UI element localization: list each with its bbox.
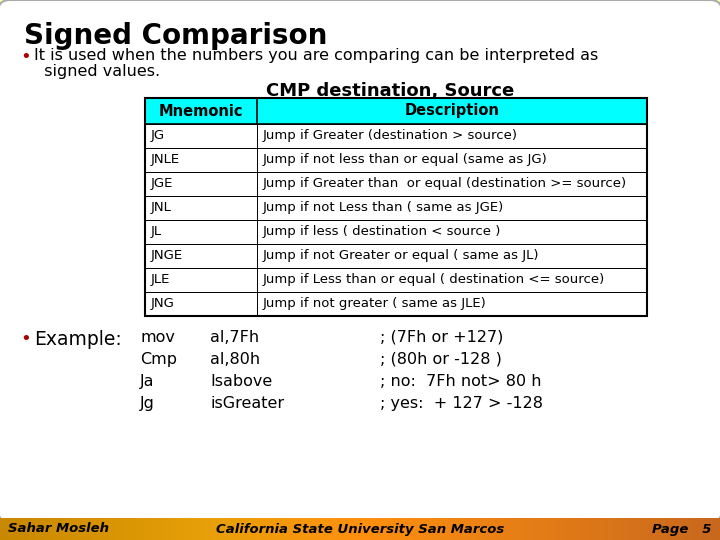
- Bar: [145, 148, 647, 172]
- Text: It is used when the numbers you are comparing can be interpreted as: It is used when the numbers you are comp…: [34, 48, 598, 63]
- Bar: [145, 292, 647, 316]
- Text: JNG: JNG: [151, 298, 175, 310]
- Text: Jump if not Greater or equal ( same as JL): Jump if not Greater or equal ( same as J…: [263, 249, 539, 262]
- Text: Mnemonic: Mnemonic: [158, 104, 243, 118]
- Text: JL: JL: [151, 226, 162, 239]
- Text: Signed Comparison: Signed Comparison: [24, 22, 328, 50]
- Text: Jump if Greater (destination > source): Jump if Greater (destination > source): [263, 130, 518, 143]
- Text: JNGE: JNGE: [151, 249, 183, 262]
- Text: Page   5: Page 5: [652, 523, 712, 536]
- Text: •: •: [20, 48, 31, 66]
- Text: •: •: [20, 330, 31, 348]
- Text: mov: mov: [140, 330, 175, 345]
- Text: JNL: JNL: [151, 201, 172, 214]
- Text: Isabove: Isabove: [210, 374, 272, 389]
- Text: isGreater: isGreater: [210, 396, 284, 411]
- Text: ; no:  7Fh not> 80 h: ; no: 7Fh not> 80 h: [380, 374, 541, 389]
- Bar: [145, 220, 647, 244]
- Text: CMP destination, Source: CMP destination, Source: [266, 82, 514, 100]
- Text: ; (80h or -128 ): ; (80h or -128 ): [380, 352, 502, 367]
- FancyBboxPatch shape: [0, 0, 720, 522]
- Text: Ja: Ja: [140, 374, 155, 389]
- Text: Jump if Less than or equal ( destination <= source): Jump if Less than or equal ( destination…: [263, 273, 606, 287]
- Text: Sahar Mosleh: Sahar Mosleh: [8, 523, 109, 536]
- Bar: [145, 98, 647, 316]
- Text: Cmp: Cmp: [140, 352, 177, 367]
- Text: JLE: JLE: [151, 273, 171, 287]
- Text: Jump if less ( destination < source ): Jump if less ( destination < source ): [263, 226, 501, 239]
- Bar: [145, 196, 647, 220]
- Text: al,7Fh: al,7Fh: [210, 330, 259, 345]
- Bar: [145, 98, 647, 124]
- Text: Example:: Example:: [34, 330, 122, 349]
- Text: signed values.: signed values.: [34, 64, 160, 79]
- Text: al,80h: al,80h: [210, 352, 260, 367]
- Text: Jump if not less than or equal (same as JG): Jump if not less than or equal (same as …: [263, 153, 548, 166]
- Text: Description: Description: [405, 104, 500, 118]
- Bar: [145, 172, 647, 196]
- Text: Jump if Greater than  or equal (destination >= source): Jump if Greater than or equal (destinati…: [263, 178, 627, 191]
- Text: ; (7Fh or +127): ; (7Fh or +127): [380, 330, 503, 345]
- Text: Jump if not Less than ( same as JGE): Jump if not Less than ( same as JGE): [263, 201, 504, 214]
- Text: California State University San Marcos: California State University San Marcos: [216, 523, 504, 536]
- Text: Jump if not greater ( same as JLE): Jump if not greater ( same as JLE): [263, 298, 487, 310]
- Text: ; yes:  + 127 > -128: ; yes: + 127 > -128: [380, 396, 543, 411]
- Text: JGE: JGE: [151, 178, 174, 191]
- Text: JG: JG: [151, 130, 165, 143]
- Bar: [145, 268, 647, 292]
- Bar: [145, 124, 647, 148]
- Bar: [145, 244, 647, 268]
- Text: JNLE: JNLE: [151, 153, 180, 166]
- Text: Jg: Jg: [140, 396, 155, 411]
